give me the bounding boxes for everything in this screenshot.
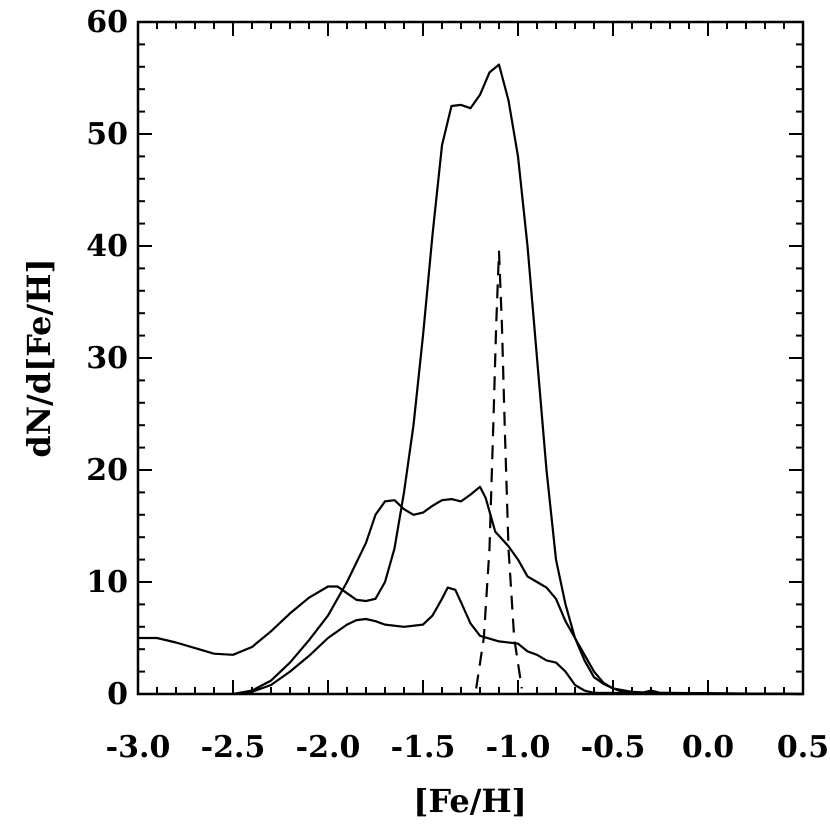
x-tick-label: -3.0 [106,730,171,765]
y-tick-label: 50 [86,117,128,152]
y-tick-label: 30 [86,341,128,376]
x-tick-label: -2.0 [296,730,361,765]
series-line-3 [232,586,804,696]
x-tick-label: -0.5 [581,730,646,765]
y-tick-label: 60 [86,5,128,40]
x-tick-label: 0.5 [777,730,829,765]
series-line-1 [138,63,804,696]
x-tick-label: -2.5 [201,730,266,765]
x-tick-label: -1.5 [391,730,456,765]
y-axis-label: dN/d[Fe/H] [20,258,58,457]
y-tick-labels: 0 10 20 30 40 50 60 [86,5,128,712]
x-axis-label: [Fe/H] [413,782,527,820]
x-tick-label: -1.0 [486,730,551,765]
tick-marks [137,21,804,695]
y-tick-label: 20 [86,453,128,488]
x-tick-label: 0.0 [682,730,734,765]
y-tick-label: 10 [86,565,128,600]
y-tick-label: 0 [107,677,128,712]
x-tick-labels: -3.0 -2.5 -2.0 -1.5 -1.0 -0.5 0.0 0.5 [106,730,829,765]
series-line-4 [475,250,523,689]
series-line-2 [232,485,804,696]
series-layer [138,63,804,696]
y-tick-label: 40 [86,229,128,264]
plot-frame [136,20,805,696]
